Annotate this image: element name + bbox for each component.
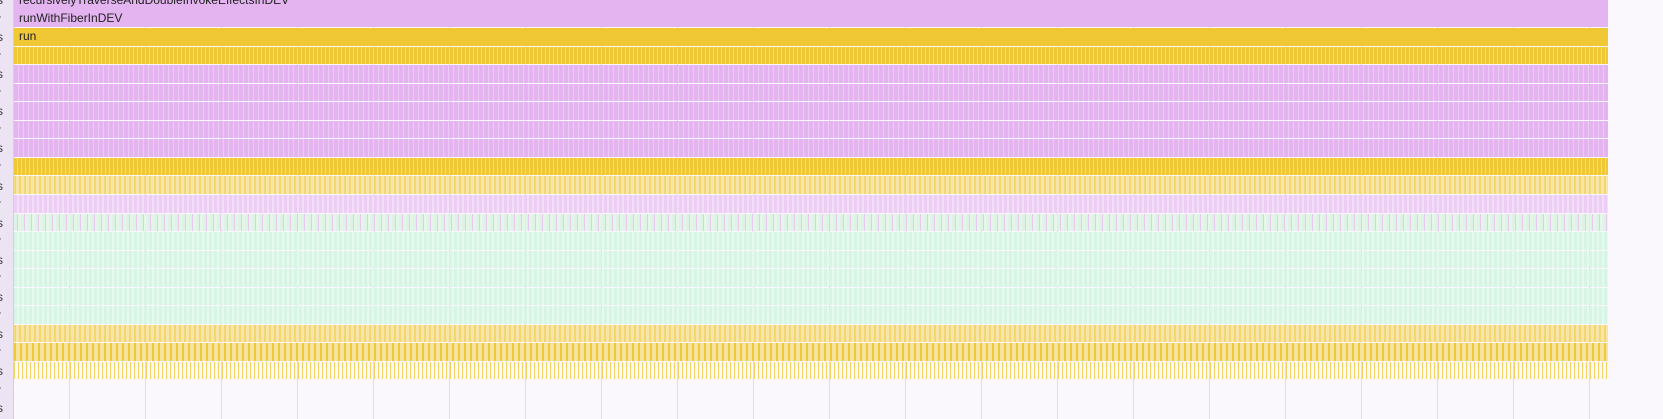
flame-row <box>14 269 1608 287</box>
track-label: r <box>0 158 11 177</box>
track-label: s <box>0 177 11 196</box>
track-label: r <box>0 232 11 251</box>
flame-row <box>14 46 1608 65</box>
track-label: s <box>0 139 11 158</box>
flame-row <box>14 287 1608 306</box>
track-gutter: srsrsrsrsrsrsrsrsrsrsrs <box>0 0 14 419</box>
track-label: r <box>0 10 11 29</box>
flame-row <box>14 65 1608 83</box>
track-label: s <box>0 362 11 381</box>
flame-row <box>14 102 1608 120</box>
flame-row <box>14 324 1608 343</box>
track-label: r <box>0 121 11 140</box>
flame-row <box>14 361 1608 380</box>
track-label: r <box>0 47 11 66</box>
track-label: s <box>0 251 11 270</box>
track-label: s <box>0 65 11 84</box>
track-label: s <box>0 214 11 233</box>
flame-row <box>14 343 1608 361</box>
flame-row <box>14 306 1608 324</box>
track-label: s <box>0 28 11 47</box>
track-label: s <box>0 399 11 418</box>
track-label: s <box>0 0 11 10</box>
flame-frame[interactable]: recursivelyTraverseAndDoubleInvokeEffect… <box>14 0 1608 10</box>
flame-row <box>14 213 1608 231</box>
track-label: r <box>0 306 11 325</box>
track-label: r <box>0 195 11 214</box>
track-label: r <box>0 381 11 400</box>
flame-row <box>14 232 1608 250</box>
track-label: s <box>0 288 11 307</box>
flame-row <box>14 83 1608 102</box>
track-label: r <box>0 343 11 362</box>
track-label: r <box>0 269 11 288</box>
flame-row <box>14 120 1608 139</box>
flame-row <box>14 195 1608 213</box>
flame-row <box>14 139 1608 157</box>
flame-row <box>14 176 1608 194</box>
flame-frame[interactable]: run <box>14 28 1608 46</box>
flame-row <box>14 157 1608 176</box>
track-label: r <box>0 84 11 103</box>
flame-frame[interactable]: runWithFiberInDEV <box>14 9 1608 27</box>
track-label: s <box>0 102 11 121</box>
flame-row <box>14 250 1608 269</box>
track-label: s <box>0 325 11 344</box>
